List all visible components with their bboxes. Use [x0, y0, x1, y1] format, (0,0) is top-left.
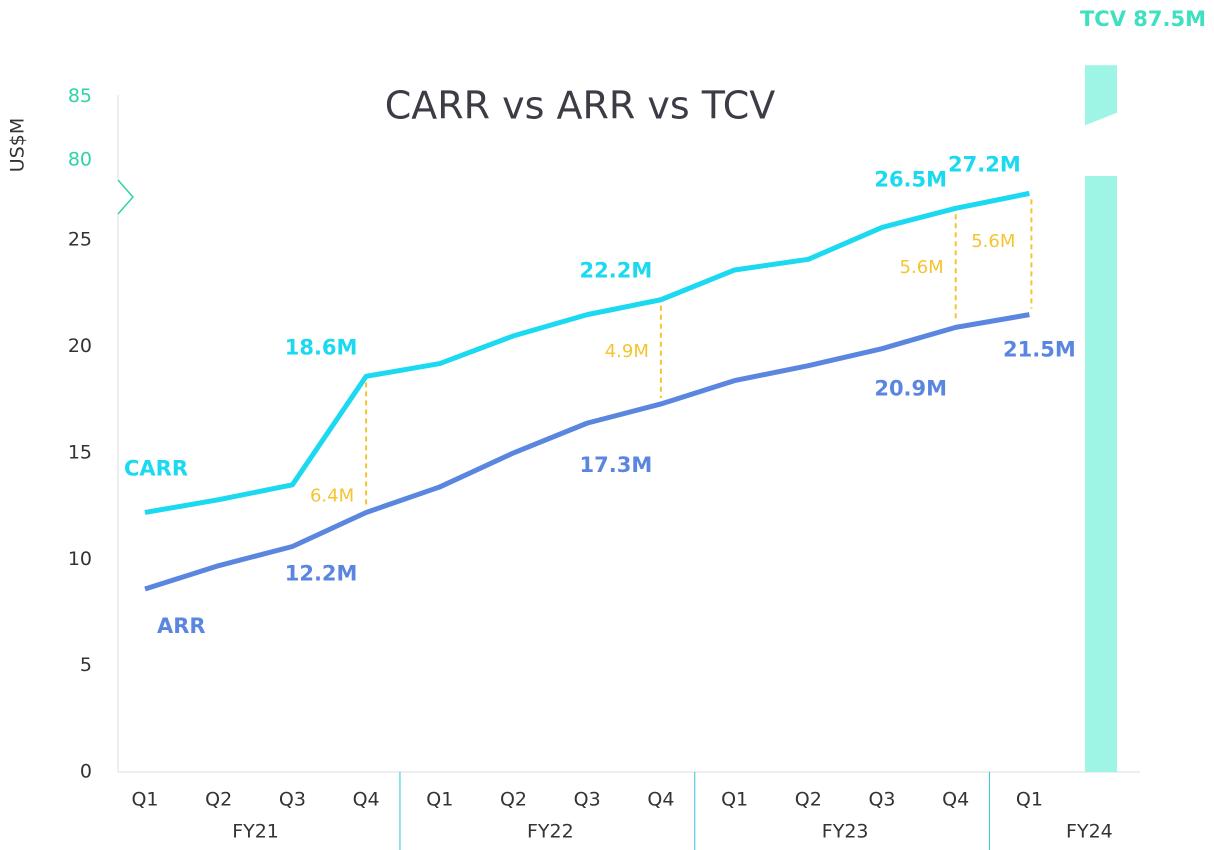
- group-label: FY23: [822, 821, 869, 843]
- x-tick-label: Q1: [721, 789, 748, 811]
- x-tick-label: Q1: [426, 789, 453, 811]
- gap-label: 6.4M: [310, 485, 354, 506]
- gap-label: 4.9M: [605, 341, 649, 362]
- x-tick-label: Q4: [353, 789, 380, 811]
- x-tick-label: Q3: [279, 789, 306, 811]
- line: [144, 312, 1030, 592]
- x-tick-label: Q3: [868, 789, 895, 811]
- series-label: CARR: [124, 456, 188, 480]
- group-label: FY21: [232, 821, 279, 843]
- y-tick-label: 25: [68, 229, 92, 251]
- x-tick-label: Q2: [795, 789, 822, 811]
- chart-title: CARR vs ARR vs TCV: [385, 84, 776, 128]
- y-axis-label: US$M: [7, 118, 29, 172]
- group-label: FY24: [1066, 821, 1113, 843]
- gap-label: 5.6M: [971, 231, 1015, 252]
- line: [144, 190, 1030, 515]
- x-tick-label: Q4: [647, 789, 674, 811]
- series-label: ARR: [157, 614, 206, 638]
- x-tick-label: Q2: [205, 789, 232, 811]
- y-tick-label: 20: [68, 335, 92, 357]
- gap-label: 5.6M: [900, 257, 944, 278]
- value-label: 17.3M: [580, 453, 653, 477]
- y-tick-label: 80: [68, 148, 92, 170]
- y-tick-label: 85: [68, 85, 92, 107]
- x-tick-label: Q1: [131, 789, 158, 811]
- x-tick-label: Q1: [1016, 789, 1043, 811]
- value-label: 26.5M: [874, 167, 947, 191]
- tcv-bar: [1085, 65, 1117, 772]
- x-tick-label: Q2: [500, 789, 527, 811]
- x-tick-label: Q3: [574, 789, 601, 811]
- y-tick-label: 0: [80, 761, 92, 783]
- value-label: 12.2M: [285, 561, 358, 585]
- tcv-label: TCV 87.5M: [1080, 7, 1206, 31]
- bar-break: [1083, 112, 1119, 176]
- value-label: 20.9M: [874, 376, 947, 400]
- value-label: 27.2M: [948, 152, 1021, 176]
- value-label: 22.2M: [580, 259, 653, 283]
- y-tick-label: 5: [80, 654, 92, 676]
- value-label: 18.6M: [285, 335, 358, 359]
- x-tick-label: Q4: [942, 789, 969, 811]
- y-tick-label: 10: [68, 548, 92, 570]
- group-label: FY22: [527, 821, 574, 843]
- y-tick-label: 15: [68, 441, 92, 463]
- value-label: 21.5M: [1003, 338, 1076, 362]
- axis-break: [117, 179, 135, 215]
